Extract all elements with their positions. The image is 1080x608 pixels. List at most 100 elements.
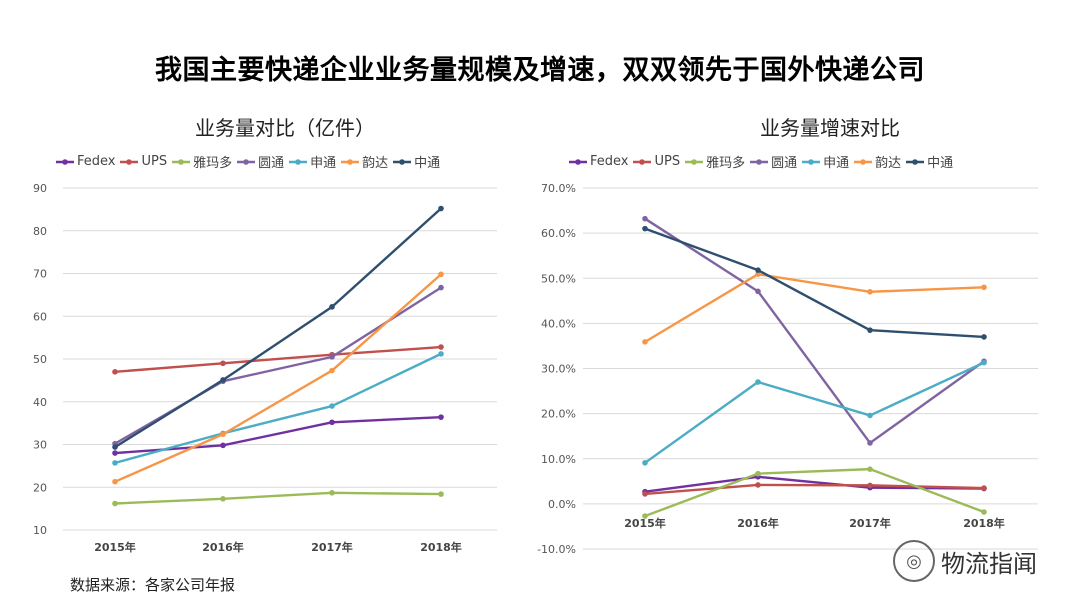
x-tick-label: 2016年 [737, 516, 779, 530]
legend-growth: Fedex UPS 雅玛多 圆通 申通 韵达 中通 [568, 152, 957, 171]
legend-volume: Fedex UPS 雅玛多 圆通 申通 韵达 中通 [55, 152, 444, 171]
y-tick-label: 40.0% [541, 317, 576, 330]
data-point [981, 359, 987, 366]
legend-label: 雅玛多 [706, 156, 746, 171]
data-point [220, 442, 226, 449]
legend-swatch [854, 158, 873, 165]
legend-swatch [633, 158, 652, 165]
y-tick-label: 30 [33, 439, 47, 452]
legend-swatch-marker [808, 158, 814, 165]
legend-item: UPS [632, 154, 680, 169]
x-tick-label: 2017年 [849, 516, 891, 530]
legend-label: 圆通 [771, 156, 798, 171]
legend-label: 申通 [823, 156, 850, 171]
data-point [112, 450, 118, 456]
y-tick-label: -10.0% [537, 543, 576, 556]
x-tick-label: 2018年 [420, 540, 462, 554]
legend-item: Fedex [55, 154, 115, 169]
data-point [642, 513, 648, 519]
watermark-text: 物流指闻 [941, 549, 1037, 578]
chart-title-volume: 业务量对比（亿件） [195, 116, 375, 140]
legend-item: 中通 [392, 152, 440, 171]
legend-swatch-marker [295, 158, 301, 165]
legend-swatch [906, 158, 925, 165]
series-line-6 [114, 207, 442, 449]
data-point [642, 491, 648, 497]
legend-item: 雅玛多 [684, 152, 745, 171]
series-line-5 [644, 272, 985, 343]
data-point [220, 377, 226, 383]
data-point [755, 470, 761, 477]
legend-label: 雅玛多 [193, 156, 233, 171]
legend-item: UPS [119, 154, 167, 169]
data-point [329, 419, 335, 426]
legend-swatch-marker [912, 158, 918, 165]
series-line-2 [644, 467, 985, 518]
data-point [642, 215, 648, 222]
legend-swatch [569, 158, 587, 165]
data-point [755, 271, 761, 277]
y-tick-label: 80 [33, 225, 47, 238]
legend-label: Fedex [590, 154, 629, 169]
legend-item: 韵达 [340, 152, 388, 171]
legend-label: 中通 [927, 156, 954, 171]
data-point [112, 478, 118, 485]
data-point [642, 339, 648, 345]
data-point [981, 485, 987, 491]
chart-title-growth: 业务量增速对比 [760, 116, 900, 140]
x-tick-label: 2018年 [963, 516, 1005, 530]
legend-label: UPS [654, 154, 681, 169]
x-tick-label: 2016年 [202, 540, 244, 554]
y-tick-label: 90 [33, 182, 47, 195]
data-point [642, 460, 648, 466]
series-line-2 [114, 491, 442, 505]
data-point [981, 334, 987, 340]
legend-swatch [237, 158, 256, 165]
legend-item: 申通 [801, 152, 849, 171]
y-tick-label: 50 [33, 353, 47, 366]
legend-item: 雅玛多 [171, 152, 232, 171]
data-point [112, 460, 118, 466]
data-point [867, 288, 873, 295]
series-line-1 [644, 483, 985, 496]
legend-swatch [802, 158, 821, 165]
x-tick-label: 2015年 [624, 516, 666, 530]
data-point [867, 327, 873, 333]
page-title: 我国主要快递企业业务量规模及增速，双双领先于国外快递公司 [155, 55, 925, 86]
y-tick-label: 0.0% [548, 498, 576, 511]
legend-item: 申通 [288, 152, 336, 171]
legend-swatch [750, 158, 769, 165]
data-point [438, 284, 444, 291]
data-point [112, 369, 118, 375]
data-point [112, 500, 118, 507]
y-tick-label: 60 [33, 310, 47, 323]
y-tick-label: 20 [33, 481, 47, 494]
y-tick-label: 30.0% [541, 363, 576, 376]
legend-swatch-marker [860, 158, 866, 165]
data-point [755, 267, 761, 273]
source-note: 数据来源：各家公司年报 [70, 576, 236, 594]
data-point [867, 466, 873, 472]
data-point [755, 288, 761, 295]
data-point [438, 271, 444, 278]
legend-label: 中通 [414, 156, 441, 171]
legend-swatch-marker [347, 158, 353, 165]
data-point [867, 482, 873, 489]
y-tick-label: 60.0% [541, 227, 576, 240]
data-point [438, 205, 444, 212]
series-line-3 [644, 217, 985, 445]
series-line-6 [644, 227, 985, 339]
legend-item: 中通 [905, 152, 953, 171]
legend-swatch-marker [62, 158, 68, 165]
data-point [220, 495, 226, 502]
data-point [867, 440, 873, 446]
data-point [981, 509, 987, 515]
legend-item: 圆通 [749, 152, 797, 171]
y-tick-label: 70 [33, 268, 47, 281]
legend-swatch-marker [243, 158, 249, 165]
legend-label: 圆通 [258, 156, 285, 171]
y-tick-label: 10 [33, 524, 47, 537]
data-point [329, 490, 335, 496]
data-point [867, 412, 873, 419]
y-tick-label: 20.0% [541, 408, 576, 421]
